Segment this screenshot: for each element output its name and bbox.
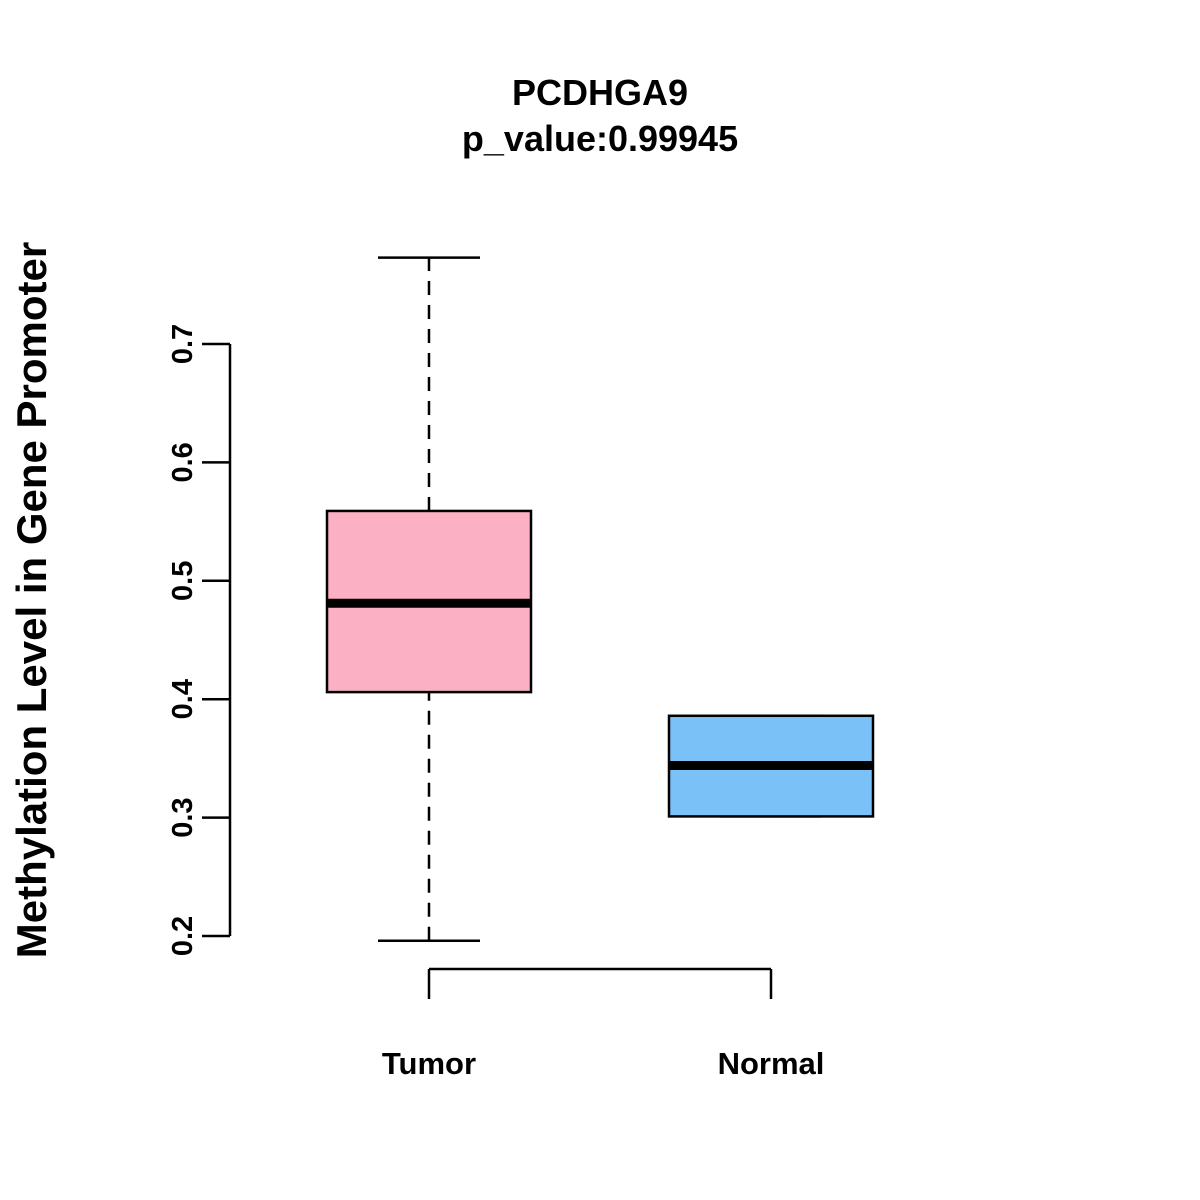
x-ticks: Tumor Normal (382, 969, 824, 1081)
chart-subtitle: p_value:0.99945 (462, 118, 738, 159)
y-axis: 0.2 0.3 0.4 0.5 0.6 0.7 (167, 324, 232, 956)
y-tick-label: 0.3 (167, 797, 199, 837)
y-tick-label: 0.7 (167, 324, 199, 364)
y-tick-label: 0.6 (167, 442, 199, 482)
x-tick-label-normal: Normal (718, 1046, 825, 1081)
boxes (325, 256, 875, 942)
x-tick-label-tumor: Tumor (382, 1046, 476, 1081)
y-tick-label: 0.4 (167, 679, 199, 719)
box-tumor (325, 256, 533, 942)
y-tick-label: 0.5 (167, 561, 199, 601)
y-tick-label: 0.2 (167, 916, 199, 956)
x-axis: Tumor Normal (382, 967, 824, 1081)
chart-title: PCDHGA9 (512, 72, 688, 113)
box-normal (667, 714, 875, 818)
y-axis-label: Methylation Level in Gene Promoter (8, 242, 55, 958)
y-ticks: 0.2 0.3 0.4 0.5 0.6 0.7 (167, 324, 230, 956)
